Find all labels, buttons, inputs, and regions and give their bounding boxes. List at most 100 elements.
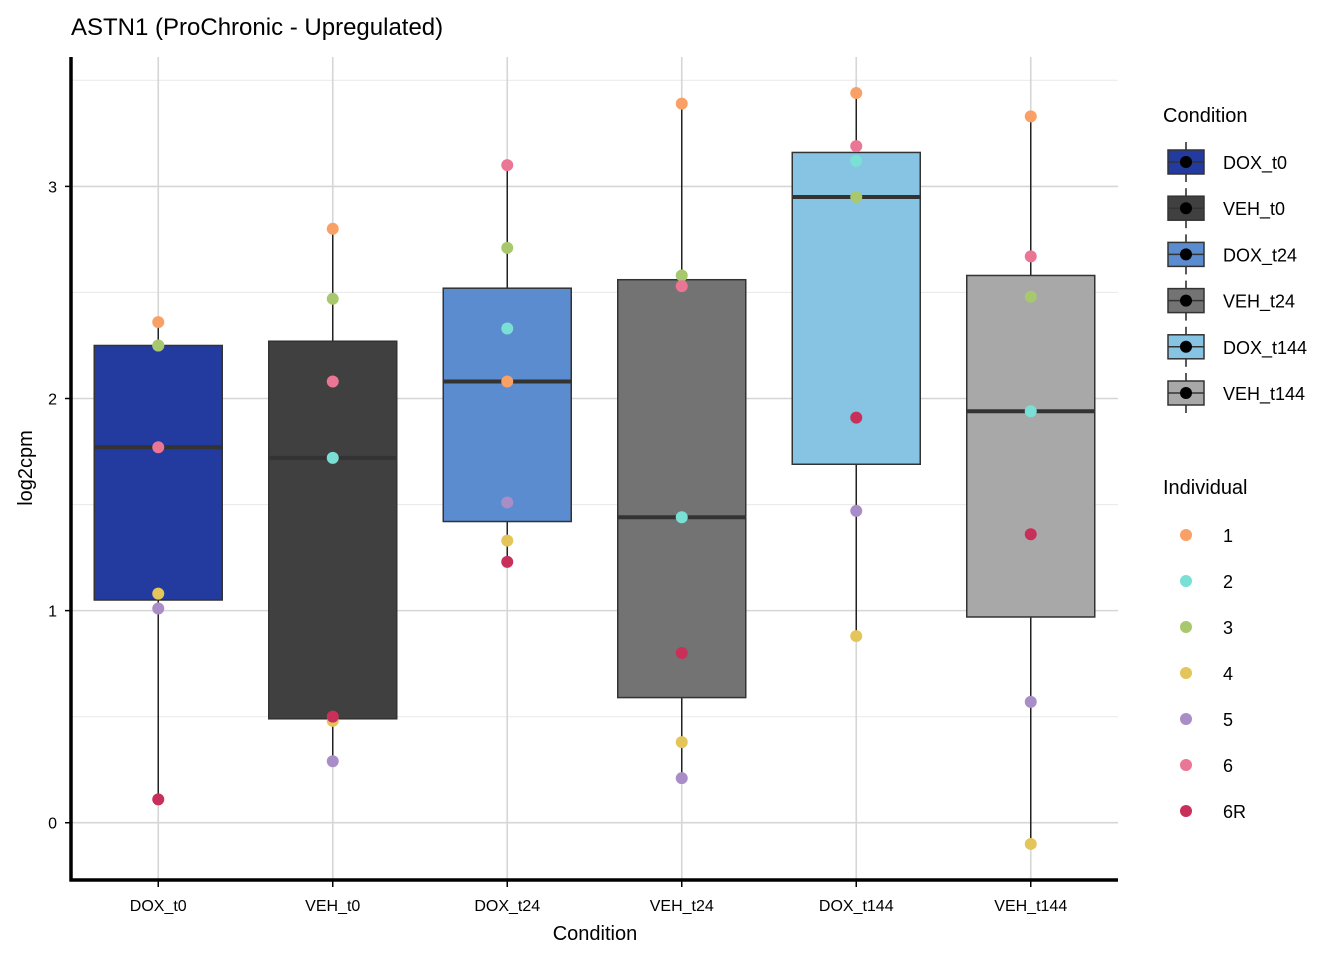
legend-item-condition: VEH_t24	[1167, 280, 1295, 321]
legend-point	[1180, 340, 1192, 353]
legend-item-condition: DOX_t144	[1167, 326, 1307, 367]
box-VEH_t144	[966, 274, 1096, 618]
point-individual-4	[850, 630, 863, 643]
point-individual-6R	[1024, 528, 1037, 541]
legend-point	[1180, 294, 1192, 307]
legend-point-swatch	[1180, 713, 1192, 725]
y-tick-label: 2	[48, 392, 57, 409]
x-axis-label: Condition	[553, 923, 638, 945]
legend-item-individual: 3	[1180, 618, 1233, 638]
legend-label: VEH_t24	[1223, 292, 1295, 313]
legend-label: DOX_t0	[1223, 153, 1287, 174]
point-individual-3	[1024, 290, 1037, 303]
legend-point	[1180, 248, 1192, 261]
y-axis-label: log2cpm	[15, 430, 37, 506]
grid	[71, 57, 1118, 880]
legend-label: 6	[1223, 756, 1233, 776]
point-individual-6	[501, 159, 514, 172]
point-individual-5	[326, 755, 339, 768]
point-individual-1	[850, 87, 863, 100]
y-tick-label: 0	[48, 816, 57, 833]
point-individual-1	[1024, 110, 1037, 123]
point-individual-6	[1024, 250, 1037, 263]
point-individual-5	[675, 772, 688, 785]
legend-point-swatch	[1180, 621, 1192, 633]
x-tick-label: DOX_t24	[474, 898, 540, 915]
legend-point-swatch	[1180, 529, 1192, 541]
legend-label: 4	[1223, 664, 1233, 684]
legend-item-individual: 6	[1180, 756, 1233, 776]
x-tick-label: VEH_t0	[305, 898, 360, 915]
box-DOX_t0	[93, 344, 223, 601]
legend-label: DOX_t144	[1223, 338, 1307, 359]
legend-item-condition: VEH_t144	[1167, 373, 1305, 413]
point-individual-3	[850, 190, 863, 203]
point-individual-1	[326, 222, 339, 235]
point-individual-1	[152, 316, 165, 329]
legend-item-individual: 1	[1180, 526, 1233, 546]
legend-label: 2	[1223, 572, 1233, 592]
point-individual-4	[1024, 837, 1037, 850]
legend-point-swatch	[1180, 759, 1192, 771]
legend-item-individual: 2	[1180, 572, 1233, 592]
point-individual-3	[152, 339, 165, 352]
point-individual-1	[501, 375, 514, 388]
x-tick-label: DOX_t144	[819, 898, 894, 915]
legend-title-condition: Condition	[1163, 105, 1248, 127]
legend-point	[1180, 387, 1192, 399]
chart-title: ASTN1 (ProChronic - Upregulated)	[71, 14, 443, 41]
legend-item-individual: 5	[1180, 710, 1233, 730]
box-VEH_t24	[617, 278, 747, 699]
legend-label: 1	[1223, 526, 1233, 546]
legend-item-condition: DOX_t0	[1167, 142, 1287, 182]
point-individual-3	[326, 292, 339, 305]
legend-label: 6R	[1223, 802, 1246, 822]
box-VEH_t0	[268, 340, 398, 720]
point-individual-6R	[152, 793, 165, 806]
legend-label: VEH_t0	[1223, 199, 1285, 220]
chart-marks	[93, 87, 1096, 850]
legend-point-swatch	[1180, 805, 1192, 817]
point-individual-6	[675, 280, 688, 293]
legend-item-condition: VEH_t0	[1167, 188, 1285, 229]
point-individual-3	[501, 241, 514, 254]
y-tick-label: 1	[48, 604, 57, 621]
legend-point-swatch	[1180, 667, 1192, 679]
point-individual-6R	[501, 555, 514, 568]
legend-item-individual: 6R	[1180, 802, 1246, 822]
point-individual-3	[675, 269, 688, 282]
point-individual-2	[501, 322, 514, 335]
point-individual-6	[850, 140, 863, 153]
point-individual-4	[675, 736, 688, 749]
point-individual-5	[501, 496, 514, 509]
point-individual-2	[1024, 405, 1037, 418]
point-individual-5	[1024, 695, 1037, 708]
point-individual-6	[152, 441, 165, 454]
point-individual-4	[501, 534, 514, 547]
point-individual-6	[326, 375, 339, 388]
point-individual-6R	[850, 411, 863, 424]
legend-item-individual: 4	[1180, 664, 1233, 684]
x-tick-label: VEH_t144	[994, 898, 1067, 915]
point-individual-6R	[675, 647, 688, 660]
point-individual-1	[675, 97, 688, 110]
point-individual-2	[850, 154, 863, 167]
point-individual-5	[850, 504, 863, 517]
legend-title-individual: Individual	[1163, 477, 1248, 499]
legend-label: 3	[1223, 618, 1233, 638]
y-tick-label: 3	[48, 179, 57, 196]
point-individual-4	[152, 587, 165, 600]
legend-point	[1180, 156, 1192, 168]
point-individual-2	[675, 511, 688, 524]
x-tick-label: VEH_t24	[650, 898, 714, 915]
point-individual-2	[326, 451, 339, 464]
legend-item-condition: DOX_t24	[1167, 234, 1297, 275]
legend: Condition Individual DOX_t0 VEH_t0 DOX_t24…	[1163, 105, 1307, 822]
legend-label: DOX_t24	[1223, 245, 1297, 266]
point-individual-6R	[326, 710, 339, 723]
legend-label: VEH_t144	[1223, 384, 1305, 405]
axes: 0 1 2 3 DOX_t0 VEH_t0 DOX_t24 VEH_t24 DOX_t144 VE…	[48, 57, 1118, 915]
point-individual-5	[152, 602, 165, 615]
legend-point	[1180, 202, 1192, 215]
